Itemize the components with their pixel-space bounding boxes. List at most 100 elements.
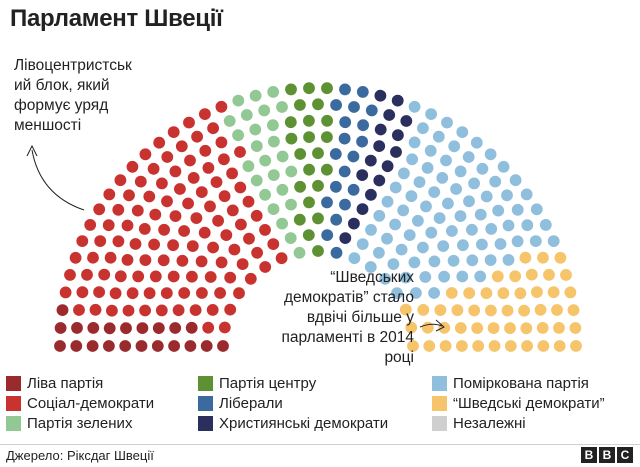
seat-marker xyxy=(381,195,394,208)
seat-marker xyxy=(178,225,191,237)
seat-marker xyxy=(121,219,134,232)
seat-marker xyxy=(235,218,247,231)
seat-marker xyxy=(259,188,271,201)
seat-marker xyxy=(303,163,315,176)
seat-marker xyxy=(365,188,377,201)
seat-marker xyxy=(98,268,111,281)
seat-marker xyxy=(123,189,135,202)
legend-label: Ліберали xyxy=(219,394,283,412)
seat-marker xyxy=(536,322,549,334)
legend-swatch xyxy=(6,375,21,391)
legend-swatch xyxy=(6,395,21,411)
bbc-logo-letter: B xyxy=(581,447,597,463)
seat-marker xyxy=(462,151,475,163)
seat-marker xyxy=(275,252,288,265)
seat-marker xyxy=(485,304,497,317)
seat-marker xyxy=(420,200,432,213)
seat-marker xyxy=(178,287,191,299)
seat-marker xyxy=(155,304,168,317)
seat-marker xyxy=(329,148,342,160)
seat-marker xyxy=(94,235,107,248)
right-note-arrow xyxy=(419,323,443,328)
seat-marker xyxy=(356,135,368,148)
seat-marker xyxy=(135,340,148,352)
seat-marker xyxy=(456,126,469,138)
seat-marker xyxy=(373,174,386,187)
bbc-logo-letter: C xyxy=(617,447,633,463)
seat-marker xyxy=(69,251,82,264)
seat-marker xyxy=(250,140,263,153)
seat-marker xyxy=(564,286,577,299)
seat-marker xyxy=(202,321,215,334)
seat-marker xyxy=(243,232,255,245)
seat-marker xyxy=(259,154,272,167)
seat-marker xyxy=(432,130,445,143)
legend-label: Партія центру xyxy=(219,374,317,392)
seat-marker xyxy=(119,340,132,352)
seat-marker xyxy=(186,270,198,283)
legend-label: Поміркована партія xyxy=(453,374,589,392)
seat-marker xyxy=(149,270,162,283)
seat-marker xyxy=(196,287,208,299)
legend-label: Ліва партія xyxy=(27,374,104,392)
seat-marker xyxy=(143,287,156,300)
seat-marker xyxy=(551,304,563,316)
seat-marker xyxy=(403,229,416,242)
seat-marker xyxy=(240,109,253,121)
seat-marker xyxy=(356,203,369,216)
seat-marker xyxy=(339,232,352,245)
seat-marker xyxy=(204,200,216,213)
seat-marker xyxy=(244,272,257,285)
seat-marker xyxy=(321,196,333,209)
right-annotation-line: вдвічі більше у xyxy=(306,309,414,326)
footer-divider xyxy=(0,444,640,445)
seat-marker xyxy=(169,210,182,223)
seat-marker xyxy=(134,175,147,188)
seat-marker xyxy=(242,195,255,208)
seat-marker xyxy=(71,322,83,334)
left-bloc-annotation: Лівоцентристськ ий блок, який формує уря… xyxy=(14,56,132,136)
seat-marker xyxy=(161,195,173,208)
seat-marker xyxy=(374,123,387,136)
seat-marker xyxy=(373,209,386,222)
seat-marker xyxy=(218,190,231,203)
seat-marker xyxy=(103,322,116,335)
seat-marker xyxy=(84,219,97,231)
legend-item: Партія зелених xyxy=(6,413,132,433)
seat-marker xyxy=(191,130,204,143)
seat-marker xyxy=(160,287,173,299)
seat-marker xyxy=(447,254,460,267)
seat-marker xyxy=(489,175,502,188)
sweden-democrats-annotation: “Шведських демократів” стало вдвічі біль… xyxy=(258,268,414,368)
seat-marker xyxy=(59,286,72,299)
seat-marker xyxy=(364,261,377,273)
bbc-logo: B B C xyxy=(581,447,633,463)
seat-marker xyxy=(381,232,393,245)
seat-marker xyxy=(364,154,377,167)
seat-marker xyxy=(215,256,228,269)
seat-marker xyxy=(87,251,99,264)
seat-marker xyxy=(560,269,572,281)
seat-marker xyxy=(436,172,449,184)
legend-item: Незалежні xyxy=(432,413,526,433)
seat-marker xyxy=(472,340,485,352)
seat-marker xyxy=(114,270,127,283)
seat-marker xyxy=(302,229,315,242)
seat-marker xyxy=(285,165,298,178)
seat-marker xyxy=(491,270,504,283)
seat-marker xyxy=(139,254,152,266)
seat-marker xyxy=(210,176,223,189)
seat-marker xyxy=(175,140,188,153)
seat-marker xyxy=(285,198,297,211)
left-note-arrow xyxy=(31,149,85,211)
seat-marker xyxy=(487,322,500,334)
seat-marker xyxy=(365,224,377,236)
seat-marker xyxy=(249,123,262,136)
seat-marker xyxy=(357,119,369,132)
seat-marker xyxy=(184,154,196,167)
seat-marker xyxy=(167,270,180,283)
seat-marker xyxy=(184,340,197,352)
seat-marker xyxy=(268,135,280,148)
seat-marker xyxy=(330,99,342,111)
